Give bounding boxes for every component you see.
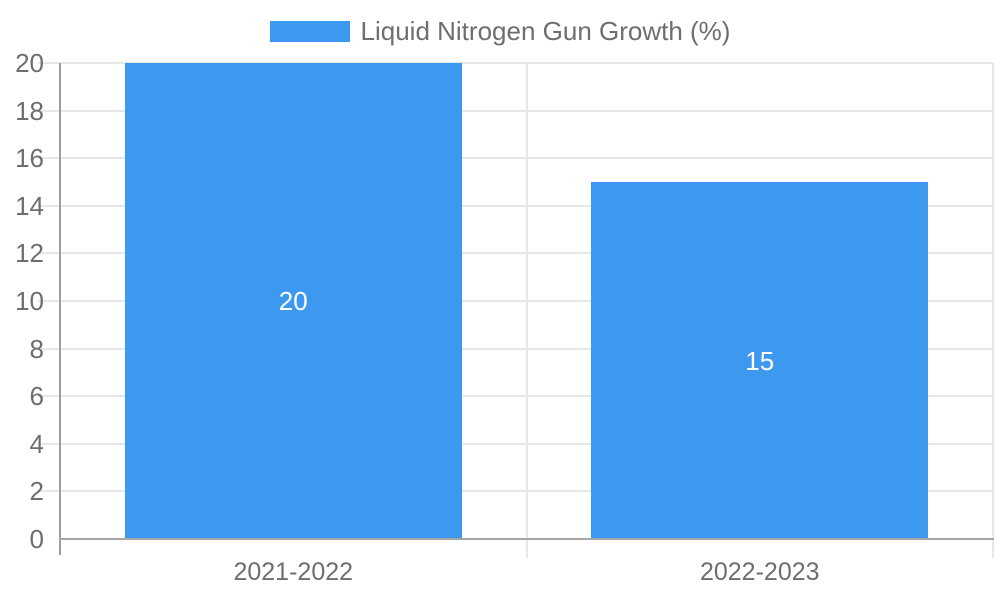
gridline-v	[992, 63, 994, 558]
legend-label: Liquid Nitrogen Gun Growth (%)	[360, 16, 731, 46]
gridline-h	[38, 157, 993, 160]
gridline-h	[38, 395, 993, 398]
bar: 15	[591, 182, 929, 539]
legend: Liquid Nitrogen Gun Growth (%)	[0, 16, 1000, 46]
gridline-v	[525, 63, 528, 558]
y-tick-label: 6	[29, 381, 44, 412]
gridline-h	[38, 300, 993, 302]
y-tick-label: 14	[15, 190, 44, 221]
y-tick-label: 8	[29, 333, 44, 364]
y-tick-label: 0	[29, 524, 44, 554]
gridline-h	[38, 109, 993, 112]
gridline-h	[38, 62, 993, 64]
plot-area: 20 15	[38, 62, 994, 558]
bar-value-label: 15	[745, 345, 775, 376]
y-tick-label: 20	[15, 48, 44, 78]
y-tick-label: 12	[15, 238, 44, 269]
y-tick-label: 16	[15, 143, 44, 174]
y-tick-label: 4	[29, 428, 44, 459]
gridline-h	[38, 490, 993, 493]
gridline-h	[38, 347, 993, 350]
y-tick-label: 2	[29, 476, 44, 507]
gridline-h	[38, 442, 993, 445]
y-tick-label: 10	[15, 286, 44, 316]
y-tick-label: 18	[15, 95, 44, 126]
bar: 20	[124, 63, 462, 539]
bar-value-label: 20	[278, 286, 308, 316]
legend-swatch	[269, 20, 350, 42]
x-tick-label: 2022-2023	[699, 558, 820, 586]
x-tick-label: 2021-2022	[233, 558, 354, 586]
gridline-h	[38, 252, 993, 255]
y-axis-line	[59, 63, 61, 555]
gridline-h	[38, 204, 993, 207]
x-axis-line	[59, 538, 994, 540]
